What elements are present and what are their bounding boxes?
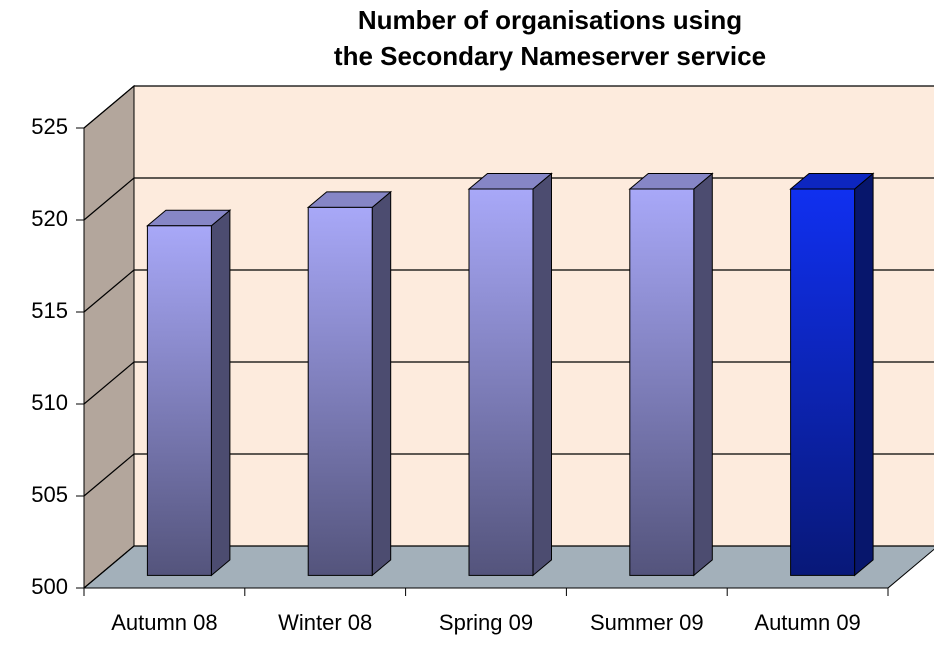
- y-tick-label: 500: [31, 574, 68, 599]
- bar: [146, 209, 232, 577]
- x-tick-label: Autumn 09: [754, 610, 860, 635]
- bar-front: [629, 188, 695, 576]
- bar-front: [468, 188, 534, 576]
- bar-front: [146, 225, 212, 576]
- y-tick-label: 515: [31, 298, 68, 323]
- chart-title: the Secondary Nameserver service: [334, 41, 766, 71]
- y-tick-label: 505: [31, 482, 68, 507]
- y-tick-label: 520: [31, 206, 68, 231]
- grid-line: [83, 85, 934, 129]
- bar-front: [307, 206, 373, 576]
- y-tick-label: 510: [31, 390, 68, 415]
- bar: [467, 172, 553, 577]
- bar-side: [854, 172, 874, 577]
- bar-side: [693, 172, 713, 577]
- bar-side: [210, 209, 231, 577]
- chart-title: Number of organisations using: [358, 5, 742, 35]
- x-tick-label: Winter 08: [278, 610, 372, 635]
- bar: [789, 172, 875, 577]
- bar-side: [532, 172, 552, 577]
- x-tick-label: Spring 09: [439, 610, 533, 635]
- x-tick-label: Summer 09: [590, 610, 704, 635]
- bar-front: [790, 188, 856, 576]
- bar: [628, 172, 714, 577]
- bar-side: [371, 190, 392, 577]
- y-tick-label: 525: [31, 114, 68, 139]
- x-tick-label: Autumn 08: [111, 610, 217, 635]
- bar: [306, 190, 393, 577]
- side-wall: [83, 84, 135, 590]
